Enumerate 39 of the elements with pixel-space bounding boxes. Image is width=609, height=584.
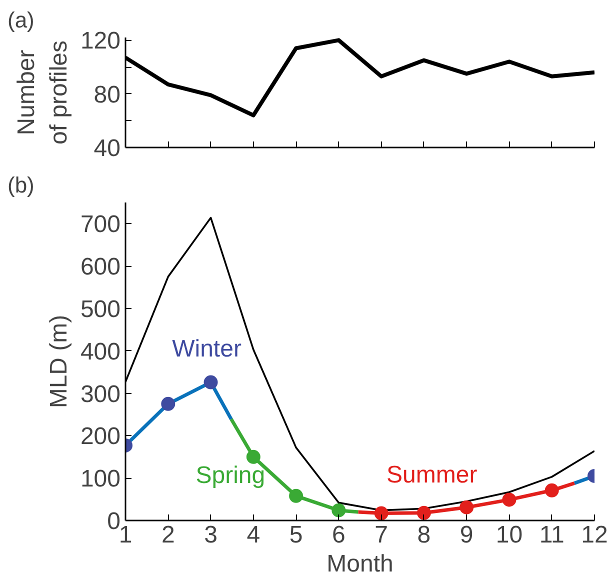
y-axis-title: MLD (m) <box>45 314 72 408</box>
x-tick-label: 10 <box>496 522 523 548</box>
chart-title: (b) <box>8 172 34 198</box>
y-tick-label: 300 <box>80 380 121 408</box>
y-tick-label: 100 <box>80 466 121 493</box>
y-tick-label: 40 <box>94 135 121 162</box>
point <box>544 483 559 498</box>
x-tick-label: 12 <box>581 522 608 548</box>
x-tick-label: 9 <box>460 522 474 548</box>
y-axis-title: Number of profiles <box>13 40 72 145</box>
point <box>374 506 388 520</box>
y-tick-label: 400 <box>80 338 121 366</box>
x-tick-label: 4 <box>246 522 260 548</box>
point <box>502 492 516 507</box>
point <box>246 450 260 464</box>
y-tick-label: 700 <box>80 211 121 238</box>
x-tick-label: 6 <box>332 522 346 548</box>
x-tick-label: 7 <box>374 522 388 548</box>
x-tick-label: 3 <box>204 522 218 548</box>
x-tick-label: 8 <box>417 522 431 548</box>
x-tick-label: 1 <box>118 522 132 548</box>
y-tick-label: 120 <box>80 28 121 55</box>
annotation: Winter <box>172 335 242 362</box>
y-tick-label: 200 <box>80 423 121 450</box>
annotation: Spring <box>196 462 266 489</box>
point <box>289 488 304 503</box>
annotation: Summer <box>386 461 478 488</box>
y-tick-label: 600 <box>80 254 121 281</box>
point <box>416 506 431 520</box>
point <box>460 500 474 514</box>
chart-title: (a) <box>8 8 34 32</box>
y-tick-label: 80 <box>94 81 121 108</box>
x-tick-label: 2 <box>161 522 175 548</box>
x-tick-label: 5 <box>289 522 303 548</box>
x-tick-label: 11 <box>539 522 564 548</box>
point <box>332 503 346 518</box>
y-tick-label: 0 <box>107 508 121 535</box>
y-tick-label: 500 <box>80 296 121 323</box>
x-axis-title: Month <box>326 550 394 578</box>
